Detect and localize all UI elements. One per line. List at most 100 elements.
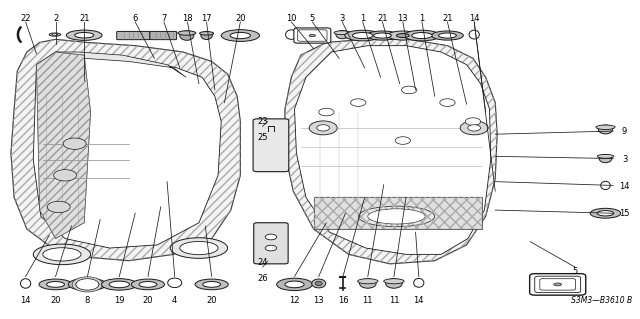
Circle shape bbox=[309, 121, 337, 135]
Polygon shape bbox=[285, 39, 497, 264]
Polygon shape bbox=[33, 52, 221, 248]
Text: 21: 21 bbox=[442, 14, 452, 23]
Ellipse shape bbox=[200, 32, 214, 35]
FancyBboxPatch shape bbox=[535, 276, 580, 293]
Ellipse shape bbox=[195, 279, 228, 290]
Ellipse shape bbox=[598, 125, 612, 134]
Ellipse shape bbox=[358, 206, 435, 227]
Circle shape bbox=[319, 108, 334, 116]
Ellipse shape bbox=[590, 208, 621, 218]
Ellipse shape bbox=[358, 279, 378, 284]
Ellipse shape bbox=[596, 125, 615, 130]
Text: 19: 19 bbox=[114, 296, 125, 305]
Text: 20: 20 bbox=[143, 296, 153, 305]
Text: 20: 20 bbox=[207, 296, 217, 305]
Text: 13: 13 bbox=[314, 296, 324, 305]
Ellipse shape bbox=[68, 278, 106, 291]
Text: 5: 5 bbox=[572, 267, 577, 276]
Ellipse shape bbox=[276, 278, 312, 291]
Ellipse shape bbox=[396, 33, 409, 37]
Text: 20: 20 bbox=[51, 296, 61, 305]
FancyBboxPatch shape bbox=[253, 119, 289, 172]
Polygon shape bbox=[11, 39, 241, 261]
Ellipse shape bbox=[334, 31, 351, 34]
Circle shape bbox=[317, 125, 330, 131]
Text: 20: 20 bbox=[235, 14, 246, 23]
Text: S3M3—B3610 B: S3M3—B3610 B bbox=[571, 296, 632, 305]
Text: 7: 7 bbox=[161, 14, 166, 23]
Circle shape bbox=[265, 234, 276, 240]
Ellipse shape bbox=[221, 30, 259, 41]
Ellipse shape bbox=[554, 283, 561, 286]
Ellipse shape bbox=[599, 154, 612, 163]
FancyBboxPatch shape bbox=[540, 279, 575, 290]
Ellipse shape bbox=[374, 33, 392, 38]
Text: 11: 11 bbox=[388, 296, 399, 305]
Text: 9: 9 bbox=[622, 127, 627, 136]
Text: 14: 14 bbox=[413, 296, 424, 305]
Text: 14: 14 bbox=[469, 14, 479, 23]
Ellipse shape bbox=[180, 31, 194, 40]
Text: 21: 21 bbox=[377, 14, 388, 23]
Ellipse shape bbox=[360, 279, 376, 288]
Ellipse shape bbox=[75, 33, 94, 38]
Text: 12: 12 bbox=[289, 296, 300, 305]
Circle shape bbox=[72, 277, 102, 292]
Text: 13: 13 bbox=[397, 14, 408, 23]
Text: 10: 10 bbox=[286, 14, 296, 23]
Ellipse shape bbox=[285, 281, 304, 288]
Circle shape bbox=[465, 118, 481, 125]
Polygon shape bbox=[36, 52, 91, 239]
Polygon shape bbox=[314, 197, 483, 229]
Circle shape bbox=[351, 99, 366, 106]
Ellipse shape bbox=[469, 30, 479, 39]
Ellipse shape bbox=[404, 30, 440, 41]
Ellipse shape bbox=[203, 282, 221, 287]
Ellipse shape bbox=[180, 241, 218, 255]
FancyBboxPatch shape bbox=[294, 28, 331, 43]
Ellipse shape bbox=[43, 248, 81, 261]
Ellipse shape bbox=[101, 279, 137, 290]
Ellipse shape bbox=[47, 282, 65, 287]
Circle shape bbox=[460, 121, 488, 135]
Ellipse shape bbox=[399, 33, 406, 37]
FancyBboxPatch shape bbox=[530, 274, 586, 295]
Ellipse shape bbox=[367, 31, 398, 40]
Circle shape bbox=[54, 170, 77, 181]
Ellipse shape bbox=[431, 31, 463, 40]
Circle shape bbox=[47, 201, 70, 213]
Ellipse shape bbox=[601, 181, 611, 189]
Circle shape bbox=[401, 86, 417, 94]
Ellipse shape bbox=[386, 279, 402, 288]
Circle shape bbox=[468, 125, 481, 131]
Ellipse shape bbox=[597, 211, 614, 216]
Text: 4: 4 bbox=[172, 296, 177, 305]
FancyBboxPatch shape bbox=[116, 32, 150, 40]
Ellipse shape bbox=[413, 278, 424, 287]
Text: 24: 24 bbox=[257, 258, 268, 267]
Ellipse shape bbox=[438, 33, 456, 38]
Circle shape bbox=[63, 138, 86, 149]
Text: 21: 21 bbox=[79, 14, 90, 23]
Ellipse shape bbox=[412, 33, 432, 39]
Polygon shape bbox=[56, 52, 186, 77]
Ellipse shape bbox=[336, 31, 349, 39]
Ellipse shape bbox=[49, 33, 61, 36]
Ellipse shape bbox=[131, 279, 164, 290]
Ellipse shape bbox=[139, 282, 157, 287]
Ellipse shape bbox=[312, 279, 326, 288]
Text: 14: 14 bbox=[20, 296, 31, 305]
Text: 1: 1 bbox=[419, 14, 424, 23]
Text: 22: 22 bbox=[20, 14, 31, 23]
Circle shape bbox=[76, 279, 99, 290]
Circle shape bbox=[440, 99, 455, 106]
Text: 1: 1 bbox=[360, 14, 365, 23]
Text: 5: 5 bbox=[310, 14, 315, 23]
Ellipse shape bbox=[201, 32, 212, 40]
Ellipse shape bbox=[368, 209, 425, 224]
Text: 16: 16 bbox=[338, 296, 348, 305]
Circle shape bbox=[395, 137, 410, 144]
Ellipse shape bbox=[20, 279, 31, 288]
FancyBboxPatch shape bbox=[298, 30, 327, 41]
Ellipse shape bbox=[109, 281, 129, 288]
